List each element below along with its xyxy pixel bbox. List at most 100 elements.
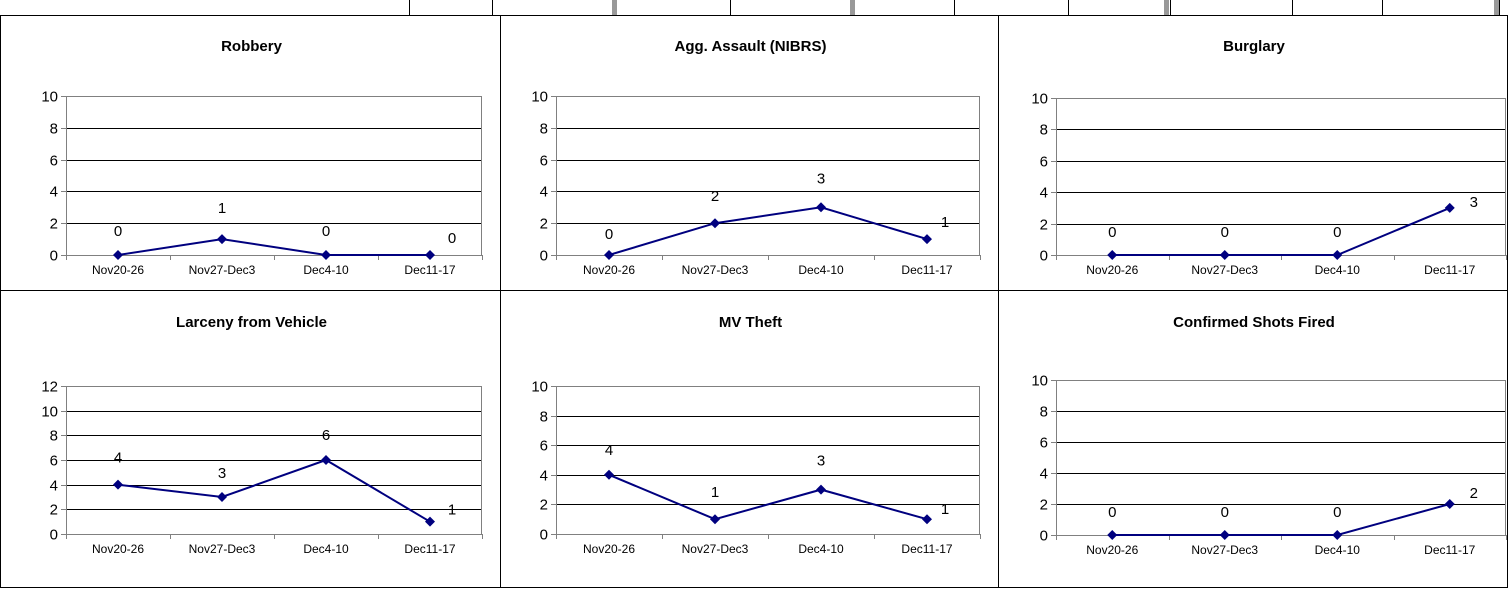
x-tick-label: Nov20-26 [583,263,635,277]
data-point-marker [816,484,826,495]
chart-panel-confirmed-shots-fired: Confirmed Shots Fired 0 2 4 6 8 10 Nov20-26 Nov2… [998,290,1508,588]
series-line [608,206,928,256]
x-tick-label: Dec4-10 [303,542,349,556]
plot-area-border [556,386,980,535]
data-point-marker [604,250,614,260]
y-tick-label: 6 [1040,435,1048,452]
chart-panel-burglary: Burglary 0 2 4 6 8 10 Nov20-26 Nov27-Dec3 Dec4-10… [998,15,1508,291]
data-label: 1 [941,214,949,231]
y-tick-label: 6 [50,153,58,170]
chart-title: MV Theft [719,314,782,331]
x-tick-label: Dec4-10 [303,263,349,277]
y-tick-label: 10 [1031,91,1048,108]
y-tick-label: 8 [1040,404,1048,421]
data-label: 1 [711,484,719,501]
y-tick-label: 8 [540,121,548,138]
plot-area-border [66,96,482,256]
chart-title: Agg. Assault (NIBRS) [675,38,827,55]
chart-title: Confirmed Shots Fired [1173,314,1335,331]
series-line [117,238,430,256]
data-point-marker [217,234,227,245]
x-tick-label: Nov20-26 [583,542,635,556]
data-label: 1 [448,502,456,519]
data-point-marker [1332,530,1343,540]
data-label: 0 [114,223,122,240]
y-tick-label: 6 [50,453,58,470]
plot-area-border [1056,380,1506,536]
y-tick-label: 2 [50,216,58,233]
data-point-marker [1219,250,1230,260]
y-tick-label: 10 [531,89,548,106]
y-tick-label: 10 [531,379,548,396]
chart-panel-larceny-from-vehicle: Larceny from Vehicle 0 2 4 6 8 10 12 Nov20-26 Nov… [0,290,501,588]
y-tick-label: 2 [1040,497,1048,514]
data-point-marker [425,516,435,527]
data-point-marker [321,455,331,465]
x-tick-label: Nov27-Dec3 [1191,263,1258,277]
x-tick-label: Dec11-17 [901,542,952,556]
data-label: 0 [1221,224,1229,241]
data-label: 0 [605,226,613,243]
data-label: 3 [817,453,825,470]
data-point-marker [1107,250,1118,260]
data-label: 0 [448,230,456,247]
chart-title: Larceny from Vehicle [176,314,327,331]
y-tick-label: 4 [540,468,548,485]
data-point-marker [922,514,932,525]
y-tick-label: 2 [1040,217,1048,234]
plot-area-border [556,96,980,256]
data-point-marker [604,469,614,480]
y-tick-label: 6 [540,438,548,455]
series-line [608,473,928,521]
y-tick-label: 0 [1040,528,1048,545]
data-point-marker [217,492,227,502]
data-point-marker [1332,250,1343,260]
x-tick-label: Nov27-Dec3 [682,542,749,556]
data-label: 0 [1333,224,1341,241]
x-tick-label: Dec11-17 [1424,263,1475,277]
series-line [1112,503,1451,536]
x-tick-label: Dec11-17 [404,263,455,277]
y-tick-label: 0 [50,248,58,265]
chart-title: Robbery [221,38,283,55]
x-tick-label: Dec4-10 [798,542,844,556]
y-tick-label: 2 [50,502,58,519]
data-label: 4 [114,450,122,467]
chart-svg-mv-theft: MV Theft 0 2 4 6 8 10 Nov20-26 Nov27-Dec3 Dec4-10… [531,314,981,556]
data-point-marker [710,514,720,525]
data-point-marker [113,479,123,490]
chart-svg-burglary: Burglary 0 2 4 6 8 10 Nov20-26 Nov27-Dec3 Dec4-10… [1031,38,1507,277]
y-tick-label: 4 [1040,185,1048,202]
data-label: 3 [218,465,226,482]
y-tick-label: 8 [540,409,548,426]
data-label: 0 [1221,504,1229,521]
data-label: 0 [1108,504,1116,521]
data-label: 3 [1470,194,1478,211]
x-tick-label: Dec4-10 [1315,543,1361,557]
x-tick-label: Dec11-17 [404,542,455,556]
data-label: 1 [941,501,949,518]
y-tick-label: 10 [1031,373,1048,390]
x-tick-label: Nov20-26 [1086,263,1138,277]
chart-panel-agg-assault: Agg. Assault (NIBRS) 0 2 4 6 8 10 Nov20-26 Nov27… [500,15,999,291]
y-tick-label: 4 [1040,466,1048,483]
data-point-marker [113,250,123,260]
chart-svg-confirmed-shots-fired: Confirmed Shots Fired 0 2 4 6 8 10 Nov20-26 Nov2… [1031,314,1507,557]
x-tick-label: Nov27-Dec3 [189,263,256,277]
data-point-marker [425,250,435,260]
y-tick-label: 8 [1040,122,1048,139]
y-tick-label: 4 [50,478,58,495]
data-label: 6 [322,427,330,444]
data-point-marker [710,218,720,229]
data-label: 2 [711,188,719,205]
series-line [1112,206,1451,256]
x-tick-label: Dec4-10 [1315,263,1361,277]
data-label: 0 [1108,224,1116,241]
y-tick-label: 0 [50,527,58,544]
x-tick-label: Nov27-Dec3 [682,263,749,277]
y-tick-label: 8 [50,428,58,445]
chart-svg-larceny-from-vehicle: Larceny from Vehicle 0 2 4 6 8 10 12 Nov20-26 Nov… [41,314,483,556]
x-tick-label: Dec11-17 [901,263,952,277]
